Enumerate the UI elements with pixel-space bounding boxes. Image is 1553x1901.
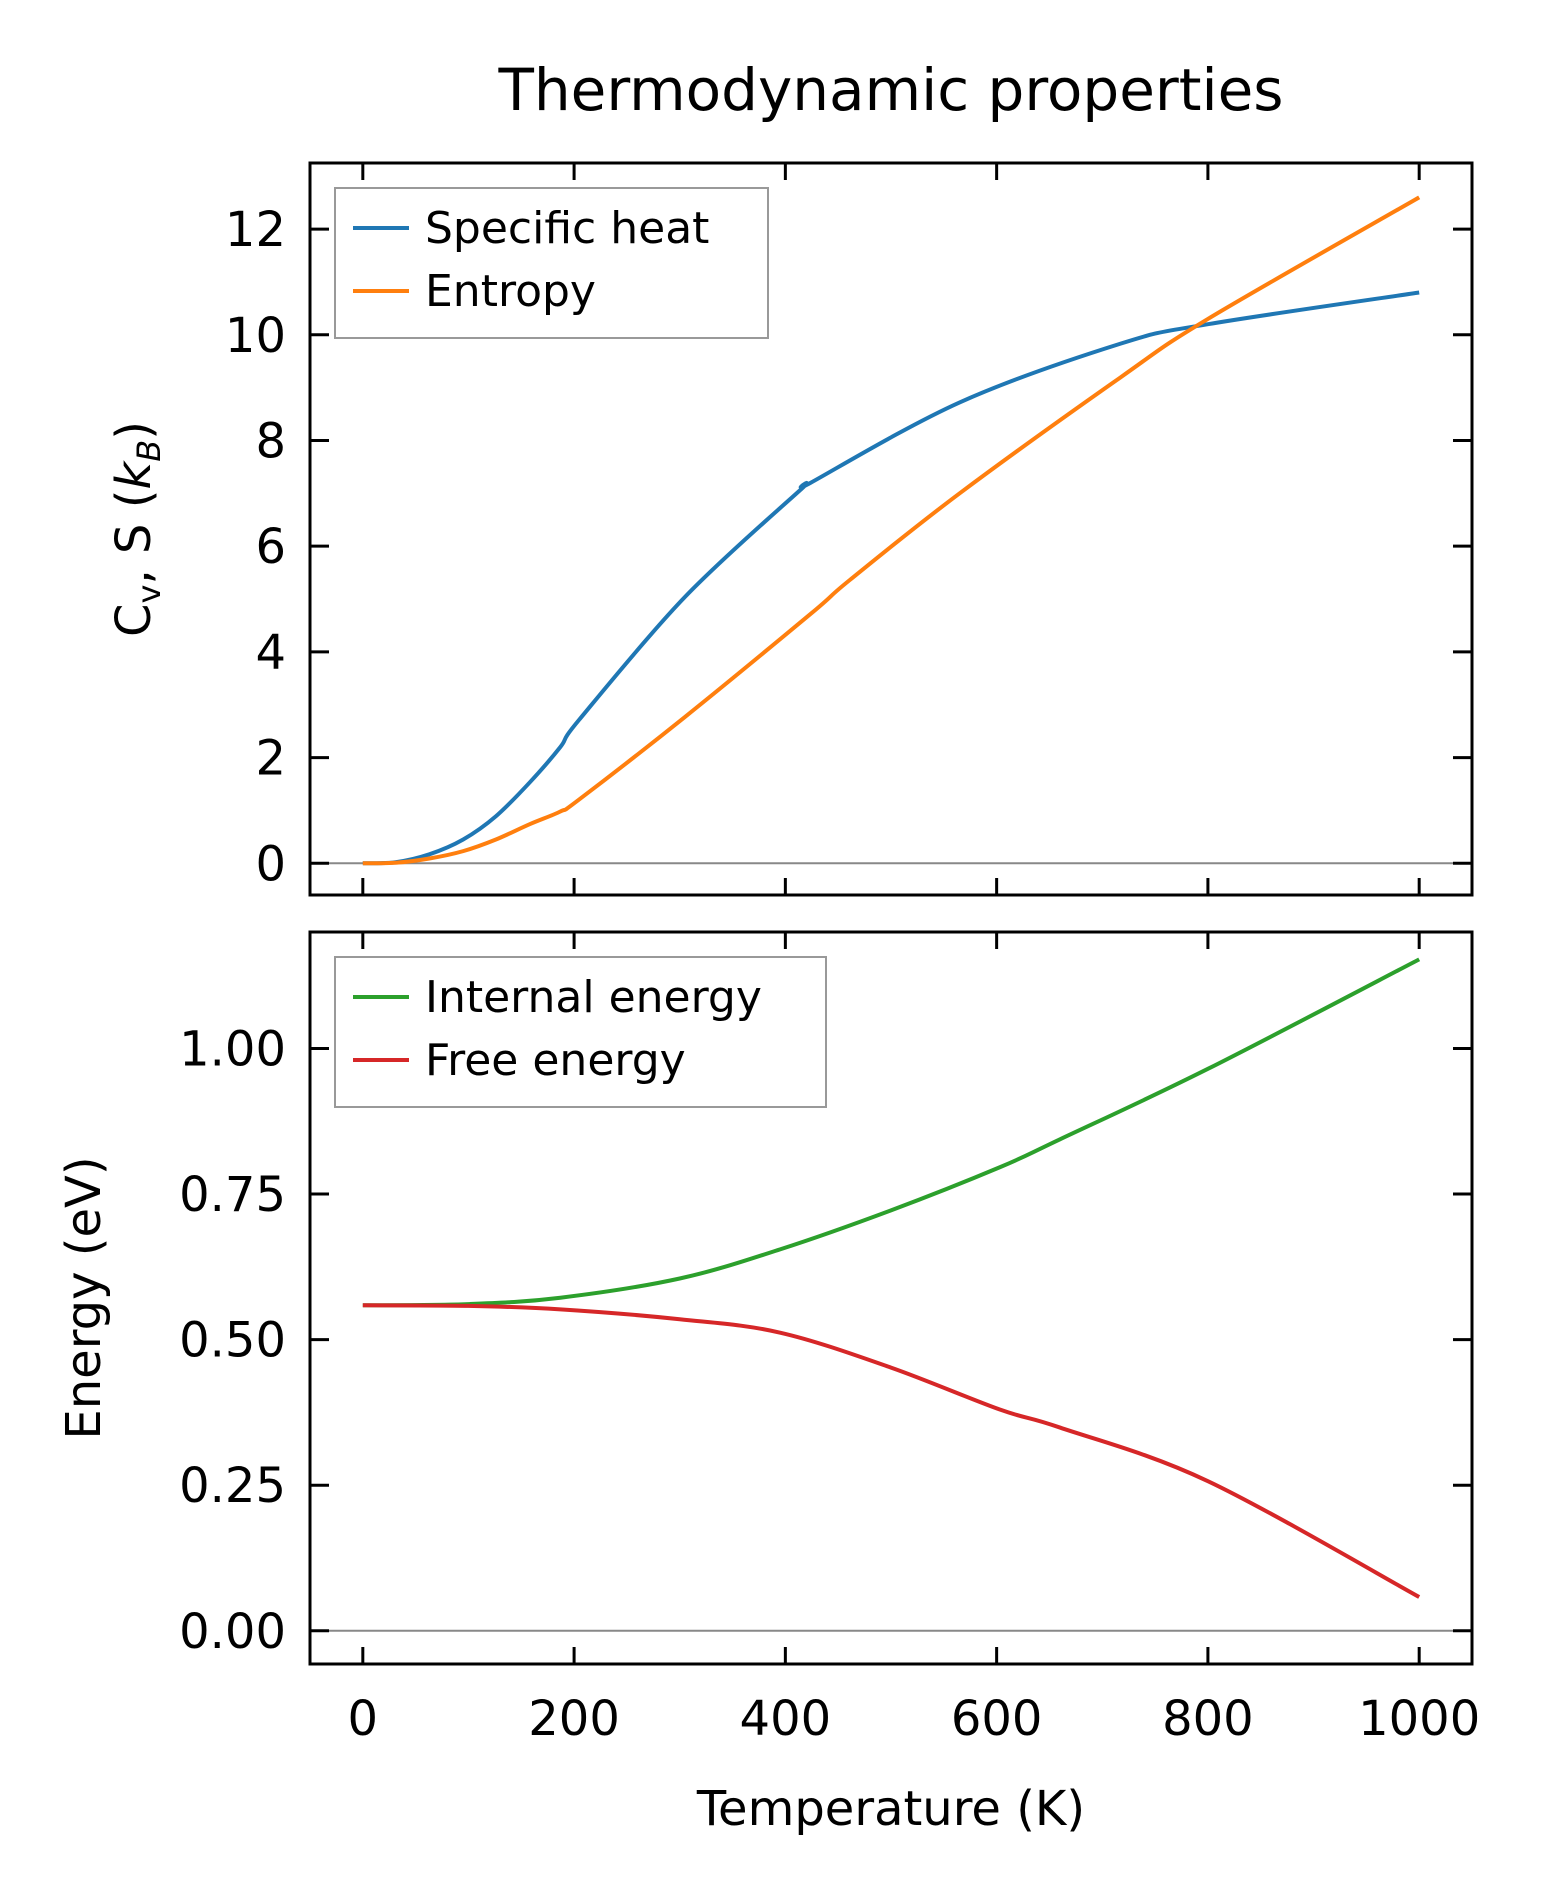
- xtick-label: 800: [1162, 1691, 1254, 1747]
- ytick-labels-bottom: 0.00 0.25 0.50 0.75 1.00: [179, 1021, 286, 1659]
- xtick-label: 600: [951, 1691, 1043, 1747]
- legend-top: Specific heat Entropy: [334, 187, 769, 339]
- legend-label-entropy: Entropy: [425, 266, 596, 317]
- series-line-internal-energy: [362, 957, 1421, 1308]
- ticks-top: [310, 163, 1472, 895]
- ytick-label: 0.50: [179, 1313, 286, 1369]
- ytick-label: 6: [255, 519, 286, 575]
- ytick-label: 0: [255, 836, 286, 892]
- legend-bottom: Internal energy Free energy: [334, 956, 827, 1108]
- chart-title: Thermodynamic properties: [497, 56, 1283, 124]
- xlabel: Temperature (K): [696, 1781, 1085, 1837]
- series-line-specific-heat: [362, 290, 1420, 866]
- ytick-label: 2: [255, 731, 286, 787]
- ytick-label: 10: [225, 308, 286, 364]
- legend-box-bottom: [334, 956, 827, 1108]
- axes-frame-top: [308, 161, 1474, 897]
- xtick-label: 200: [528, 1691, 620, 1747]
- ylabel-top: Cv, S (kB): [106, 421, 168, 637]
- axes-frame-bottom: [308, 930, 1474, 1666]
- ytick-label: 4: [255, 625, 286, 681]
- ytick-labels-top: 0 2 4 6 8 10 12: [225, 202, 286, 892]
- legend-label-specific-heat: Specific heat: [425, 203, 709, 254]
- legend-label-free-energy: Free energy: [425, 1035, 686, 1086]
- ytick-label: 12: [225, 202, 286, 258]
- legend-label-internal-energy: Internal energy: [425, 972, 762, 1023]
- plot-area-bottom: [310, 957, 1472, 1632]
- ylabel-bottom: Energy (eV): [56, 1156, 112, 1439]
- xtick-label: 1000: [1358, 1691, 1480, 1747]
- ticks-bottom: [310, 932, 1472, 1664]
- xtick-labels: 0 200 400 600 800 1000: [348, 1691, 1481, 1747]
- series-line-entropy: [362, 195, 1421, 866]
- legend-box-top: [334, 187, 769, 339]
- plot-area-top: [310, 195, 1472, 866]
- panel-energy: 0.00 0.25 0.50 0.75 1.00 0 200 400 600 800 1000 E…: [56, 930, 1481, 1837]
- ytick-label: 0.00: [179, 1604, 286, 1660]
- ytick-label: 0.75: [179, 1167, 286, 1223]
- xtick-label: 400: [740, 1691, 832, 1747]
- series-line-free-energy: [362, 1303, 1421, 1599]
- ytick-label: 1.00: [179, 1021, 286, 1077]
- ytick-label: 0.25: [179, 1458, 286, 1514]
- ytick-label: 8: [255, 413, 286, 469]
- xtick-label: 0: [348, 1691, 379, 1747]
- panel-specific-heat-entropy: 0 2 4 6 8 10 12 Cv, S (kB) Specific heat Entro…: [106, 161, 1474, 897]
